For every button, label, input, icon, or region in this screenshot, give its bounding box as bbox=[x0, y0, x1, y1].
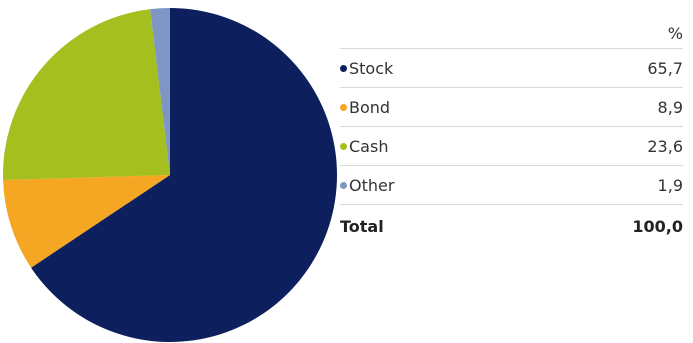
header-spacer bbox=[340, 18, 518, 49]
percent-header: % bbox=[517, 18, 683, 49]
legend-dot-bond bbox=[340, 103, 347, 111]
allocation-table: % Stock 65,7 Bond 8,9 Cash 23 bbox=[340, 18, 683, 247]
total-label: Total bbox=[340, 216, 384, 236]
row-label-cell: Bond bbox=[340, 87, 518, 127]
table-row-bond: Bond 8,9 bbox=[340, 87, 683, 127]
legend-dot-stock bbox=[340, 64, 347, 72]
table-header-row: % bbox=[340, 18, 683, 49]
row-label: Other bbox=[349, 175, 395, 195]
pie-slice-stock bbox=[31, 8, 338, 343]
row-label-cell: Cash bbox=[340, 126, 518, 166]
total-row: Total 100,0 bbox=[340, 205, 683, 248]
table-row-cash: Cash 23,6 bbox=[340, 126, 683, 166]
legend-dot-other bbox=[340, 181, 347, 189]
pie-slice-other bbox=[150, 8, 170, 175]
pie-slice-cash bbox=[2, 9, 170, 180]
legend-dot-cash bbox=[340, 142, 347, 150]
row-label-cell: Other bbox=[340, 165, 518, 205]
row-value: 8,9 bbox=[517, 87, 683, 127]
table-row-stock: Stock 65,7 bbox=[340, 48, 683, 88]
row-label: Stock bbox=[349, 58, 394, 78]
row-value: 23,6 bbox=[517, 126, 683, 166]
row-label: Bond bbox=[349, 97, 391, 117]
row-value: 65,7 bbox=[517, 48, 683, 88]
row-label: Cash bbox=[349, 136, 389, 156]
row-value: 1,9 bbox=[517, 165, 683, 205]
row-label-cell: Stock bbox=[340, 48, 518, 88]
allocation-table-container: % Stock 65,7 Bond 8,9 Cash 23 bbox=[340, 18, 693, 247]
pie-chart bbox=[2, 8, 338, 343]
total-value: 100,0 bbox=[632, 216, 683, 236]
table-row-other: Other 1,9 bbox=[340, 165, 683, 205]
pie-slice-bond bbox=[3, 175, 171, 268]
